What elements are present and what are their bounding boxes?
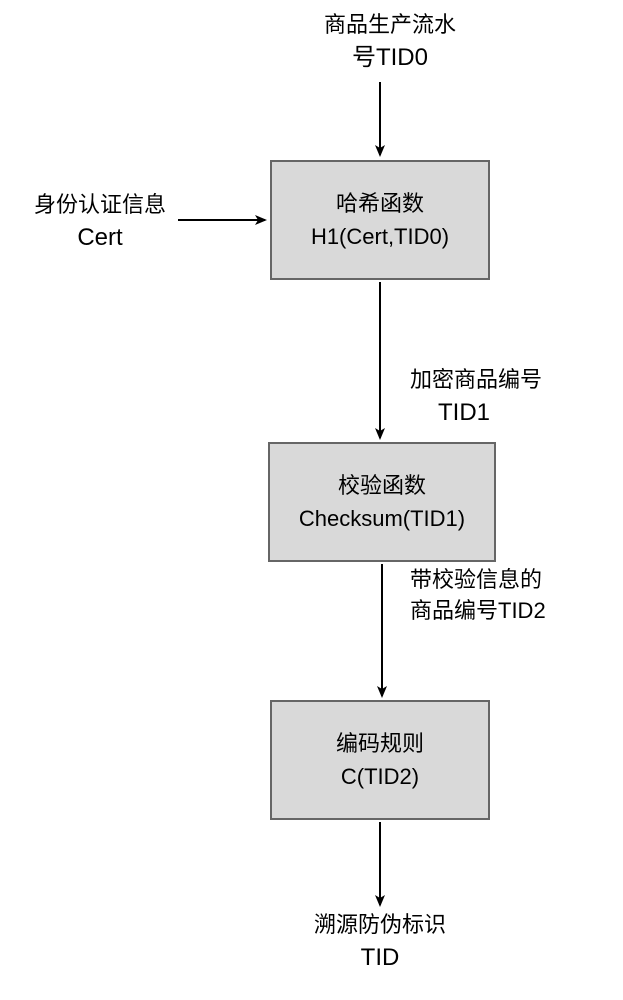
- checksum-box-title: 校验函数: [338, 469, 426, 502]
- input-label-cert-line2: Cert: [20, 221, 180, 255]
- edge-label-tid2: 带校验信息的 商品编号TID2: [410, 565, 610, 627]
- output-label-tid-line2: TID: [270, 941, 490, 975]
- process-box-hash: 哈希函数 H1(Cert,TID0): [270, 160, 490, 280]
- input-label-cert: 身份认证信息 Cert: [20, 190, 180, 254]
- input-label-tid0-line1: 商品生产流水: [324, 12, 456, 37]
- encode-box-title: 编码规则: [336, 727, 424, 760]
- checksum-box-sub: Checksum(TID1): [299, 502, 465, 535]
- flowchart-container: 商品生产流水 号TID0 身份认证信息 Cert 哈希函数 H1(Cert,TI…: [0, 0, 623, 1000]
- edge-label-tid2-line2: 商品编号TID2: [410, 596, 610, 627]
- input-label-tid0: 商品生产流水 号TID0: [290, 10, 490, 74]
- encode-box-sub: C(TID2): [341, 760, 419, 793]
- process-box-encode: 编码规则 C(TID2): [270, 700, 490, 820]
- process-box-checksum: 校验函数 Checksum(TID1): [268, 442, 496, 562]
- edge-label-tid1-line2: TID1: [410, 396, 590, 430]
- edge-label-tid1: 加密商品编号 TID1: [410, 365, 590, 429]
- output-label-tid-line1: 溯源防伪标识: [314, 912, 446, 937]
- edge-label-tid1-line1: 加密商品编号: [410, 367, 542, 392]
- output-label-tid: 溯源防伪标识 TID: [270, 910, 490, 974]
- hash-box-title: 哈希函数: [336, 187, 424, 220]
- edge-label-tid2-line1: 带校验信息的: [410, 567, 542, 592]
- input-label-tid0-line2: 号TID0: [290, 41, 490, 75]
- input-label-cert-line1: 身份认证信息: [34, 192, 166, 217]
- hash-box-sub: H1(Cert,TID0): [311, 220, 449, 253]
